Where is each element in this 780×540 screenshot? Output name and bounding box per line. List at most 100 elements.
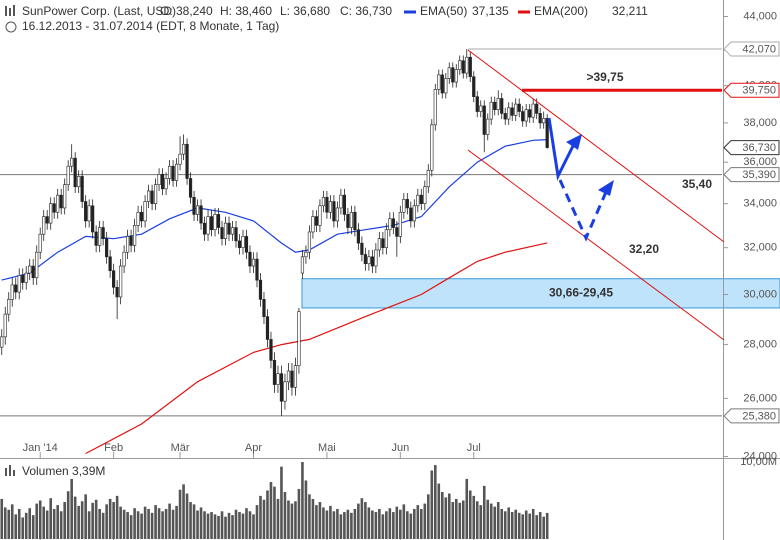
volume-bar bbox=[318, 502, 322, 539]
annotation: 35,40 bbox=[682, 177, 712, 191]
volume-bar bbox=[290, 503, 294, 539]
volume-bar bbox=[38, 500, 42, 539]
candle-body bbox=[451, 67, 455, 83]
volume-bar bbox=[224, 516, 227, 539]
candle-body bbox=[524, 109, 528, 122]
gap-zone bbox=[301, 278, 780, 309]
volume-bar bbox=[73, 496, 77, 539]
candle-body bbox=[115, 286, 119, 298]
volume-bar bbox=[332, 511, 336, 539]
volume-bar bbox=[500, 508, 504, 539]
candle-body bbox=[119, 265, 123, 298]
header: SunPower Corp. (Last, USD) O: 38,240 H: … bbox=[5, 4, 648, 478]
volume-bar bbox=[521, 514, 525, 539]
candle-body bbox=[335, 207, 339, 222]
volume-bar bbox=[17, 508, 21, 539]
price-tag-label: 25,380 bbox=[742, 410, 776, 422]
volume-bar bbox=[91, 502, 94, 539]
price-tag bbox=[723, 408, 780, 424]
volume-bar bbox=[350, 512, 353, 539]
volume-bar bbox=[378, 508, 381, 539]
candle-body bbox=[353, 211, 357, 231]
candle-body bbox=[185, 143, 189, 179]
candle-body bbox=[391, 218, 395, 228]
candle-body bbox=[146, 190, 151, 202]
volume-bar bbox=[241, 513, 245, 539]
volume-bar bbox=[433, 465, 437, 539]
arrow-dashed bbox=[558, 179, 608, 242]
candle-body bbox=[503, 113, 507, 120]
volume-bar bbox=[248, 511, 252, 539]
candle-body bbox=[220, 227, 224, 239]
candle-body bbox=[136, 211, 140, 226]
candle-body bbox=[31, 265, 35, 279]
volume-bar bbox=[182, 484, 185, 539]
volume-bar bbox=[430, 470, 434, 539]
candle-body bbox=[59, 194, 63, 209]
volume-bar bbox=[231, 515, 234, 539]
volume-bar bbox=[10, 504, 14, 539]
price-tag-label: 39,750 bbox=[742, 85, 776, 97]
candle-body bbox=[321, 196, 326, 207]
arrowhead bbox=[566, 134, 582, 150]
volume-bar bbox=[63, 502, 66, 539]
volume-bar bbox=[175, 505, 178, 539]
candle-body bbox=[381, 238, 385, 248]
price-tag bbox=[723, 140, 780, 156]
volume-bar bbox=[367, 507, 371, 539]
volume-bar bbox=[325, 510, 329, 539]
volume-bar bbox=[238, 512, 241, 539]
candle-body bbox=[444, 78, 448, 94]
legend-label: EMA(200) bbox=[534, 4, 588, 18]
candle-body bbox=[49, 203, 53, 224]
volume-bar bbox=[392, 512, 395, 539]
candle-body bbox=[160, 174, 165, 190]
candle-body bbox=[129, 236, 133, 246]
candle-body bbox=[248, 251, 252, 267]
candle-body bbox=[241, 236, 245, 248]
volume-bar bbox=[420, 508, 423, 539]
volume-bar bbox=[486, 499, 490, 539]
volume-bar bbox=[479, 505, 483, 539]
volume-bar bbox=[458, 502, 462, 539]
candle-body bbox=[17, 275, 21, 293]
candle-body bbox=[405, 199, 409, 209]
volume-bar bbox=[276, 498, 280, 539]
y-tick-label: 26,000 bbox=[743, 392, 777, 404]
candle-body bbox=[433, 89, 437, 126]
volume-bar bbox=[150, 512, 154, 539]
volume-bar bbox=[101, 512, 105, 539]
candle-body bbox=[206, 216, 210, 235]
volume-bar bbox=[203, 511, 206, 539]
candle-body bbox=[472, 76, 476, 97]
volume-bar bbox=[440, 492, 444, 539]
candle-body bbox=[486, 118, 490, 135]
candle-body bbox=[188, 178, 193, 198]
volume-bar bbox=[70, 478, 73, 539]
gap-zone-label: 30,66-29,45 bbox=[549, 286, 613, 300]
candle-body bbox=[258, 279, 263, 300]
volume-bar bbox=[133, 508, 136, 539]
volume-bar bbox=[322, 507, 325, 539]
x-tick-label: Mär bbox=[171, 442, 190, 454]
candle-body bbox=[458, 60, 462, 70]
volume-bar bbox=[336, 508, 339, 539]
volume-bar bbox=[189, 502, 192, 539]
volume-bar bbox=[255, 505, 259, 539]
volume-bar bbox=[535, 515, 538, 539]
candle-body bbox=[419, 194, 423, 204]
candle-body bbox=[279, 373, 284, 402]
volume-bar bbox=[308, 494, 311, 539]
volume-bar bbox=[283, 492, 287, 539]
volume-bar bbox=[489, 503, 493, 539]
volume-bar bbox=[262, 499, 266, 539]
volume-bar bbox=[451, 502, 455, 539]
volume-bar bbox=[416, 505, 420, 539]
volume-bar bbox=[381, 514, 385, 539]
volume-bar bbox=[461, 500, 465, 539]
volume-bar bbox=[388, 508, 392, 539]
candle-body bbox=[276, 373, 280, 385]
y-tick-label: 30,000 bbox=[743, 288, 777, 300]
candle-body bbox=[3, 313, 7, 338]
volume-bar bbox=[14, 514, 18, 539]
